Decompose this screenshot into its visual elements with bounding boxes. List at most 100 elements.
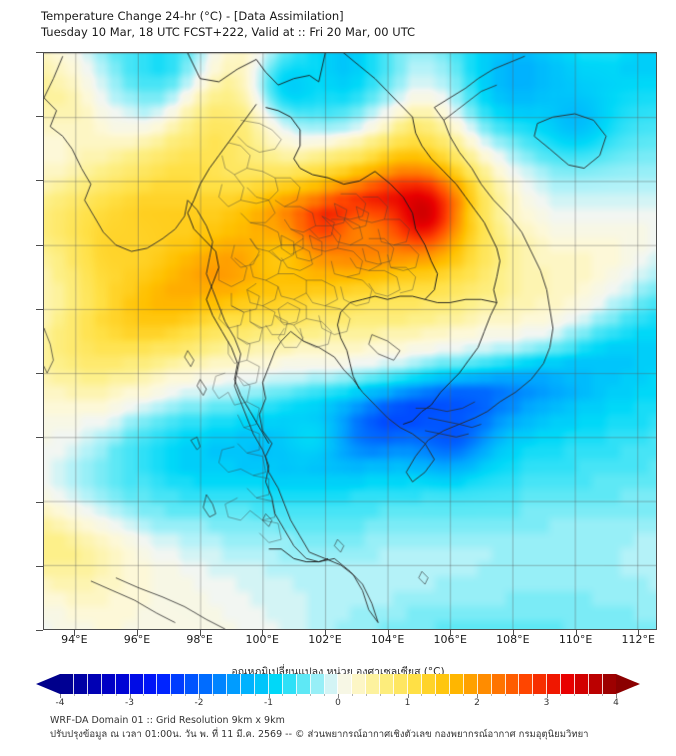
title-block: Temperature Change 24-hr (°C) - [Data As… <box>41 8 641 40</box>
colorbar-minor-tick <box>296 694 298 696</box>
colorbar-minor-tick <box>212 694 214 696</box>
colorbar-segment <box>505 674 520 694</box>
colorbar-minor-tick <box>449 694 451 696</box>
colorbar-minor-tick <box>504 694 506 696</box>
colorbar-tick-mark <box>60 694 61 698</box>
colorbar-segment <box>60 674 74 694</box>
colorbar-minor-tick <box>574 694 576 696</box>
colorbar-tick-mark <box>407 694 409 698</box>
x-axis-tick-label: 104°E <box>370 633 405 646</box>
colorbar-tick-mark <box>477 694 478 698</box>
x-axis-tick-mark <box>512 630 514 636</box>
colorbar-segment <box>575 674 590 694</box>
x-axis-tick-label: 112°E <box>621 633 655 646</box>
x-axis-tick-mark <box>324 630 326 636</box>
colorbar-segment <box>227 674 241 694</box>
colorbar-segment <box>310 674 325 694</box>
x-axis-tick-label: 102°E <box>308 633 342 646</box>
colorbar-segment <box>589 674 603 694</box>
y-axis-tick-mark <box>36 180 43 182</box>
y-axis-tick-mark <box>36 116 43 118</box>
colorbar-minor-tick <box>240 694 242 696</box>
colorbar-segment <box>240 674 255 694</box>
colorbar-minor-tick <box>282 694 284 696</box>
colorbar-minor-tick <box>73 694 75 696</box>
colorbar-tick-label: 0 <box>335 698 341 708</box>
colorbar-tick-mark <box>616 694 617 698</box>
colorbar-segment <box>282 674 297 694</box>
colorbar-segment <box>394 674 409 694</box>
x-axis-tick-label: 96°E <box>123 633 151 646</box>
colorbar-segment <box>380 674 395 694</box>
y-axis-tick-mark <box>36 501 43 503</box>
colorbar-minor-tick <box>463 694 465 696</box>
colorbar-minor-tick <box>421 694 423 696</box>
colorbar-minor-tick <box>185 694 187 696</box>
y-axis-tick-mark <box>36 630 43 631</box>
x-axis-tick-label: 110°E <box>558 633 593 646</box>
colorbar-tick-mark <box>129 694 131 698</box>
colorbar-segment <box>435 674 450 694</box>
colorbar-minor-tick <box>157 694 159 696</box>
colorbar-minor-tick <box>365 694 367 696</box>
colorbar-minor-tick <box>115 694 117 696</box>
y-axis-tick-mark <box>36 565 43 567</box>
x-axis-tick-mark <box>387 630 389 636</box>
y-axis-tick-mark <box>36 308 43 310</box>
colorbar-minor-tick <box>226 694 228 696</box>
temperature-anomaly-heatmap <box>44 53 656 629</box>
colorbar-segment <box>157 674 172 694</box>
colorbar <box>36 674 640 694</box>
colorbar-segment <box>352 674 367 694</box>
colorbar-minor-tick <box>532 694 534 696</box>
colorbar-segment <box>73 674 88 694</box>
page-title: Temperature Change 24-hr (°C) - [Data As… <box>41 9 344 23</box>
colorbar-minor-tick <box>87 694 89 696</box>
colorbar-segment <box>171 674 186 694</box>
colorbar-minor-tick <box>254 694 256 696</box>
colorbar-segment <box>338 674 353 694</box>
colorbar-tick-label: -1 <box>264 698 273 708</box>
colorbar-minor-tick <box>324 694 326 696</box>
y-axis-tick-mark <box>36 373 43 375</box>
y-axis-tick-mark <box>36 437 43 439</box>
x-axis-tick-mark <box>136 630 138 636</box>
colorbar-segment <box>449 674 464 694</box>
colorbar-tick-mark <box>268 694 270 698</box>
colorbar-segment <box>477 674 492 694</box>
colorbar-gradient <box>60 674 616 694</box>
colorbar-minor-tick <box>351 694 353 696</box>
colorbar-segment <box>199 674 214 694</box>
colorbar-segment <box>143 674 158 694</box>
colorbar-tick-label: -3 <box>125 698 134 708</box>
colorbar-segment <box>296 674 311 694</box>
colorbar-minor-tick <box>379 694 381 696</box>
colorbar-tick-label: -4 <box>55 698 65 708</box>
colorbar-minor-tick <box>310 694 312 696</box>
colorbar-segment <box>421 674 436 694</box>
x-axis-tick-mark <box>450 630 452 636</box>
colorbar-minor-tick <box>393 694 395 696</box>
colorbar-segment <box>463 674 478 694</box>
colorbar-minor-tick <box>588 694 590 696</box>
x-axis-tick-label: 100°E <box>245 633 280 646</box>
x-axis-tick-label: 98°E <box>186 633 213 646</box>
colorbar-minor-tick <box>171 694 173 696</box>
x-axis-tick-label: 106°E <box>433 633 467 646</box>
colorbar-segment <box>213 674 228 694</box>
map-plot-area <box>43 52 657 630</box>
colorbar-tick-label: -2 <box>194 698 204 708</box>
colorbar-segment <box>561 674 576 694</box>
colorbar-tick-mark <box>338 694 339 698</box>
colorbar-segment <box>547 674 562 694</box>
colorbar-segment <box>87 674 102 694</box>
colorbar-segment <box>268 674 283 694</box>
colorbar-ticks: -4 -3 -2 -1 0 1 2 3 4 <box>56 694 619 710</box>
colorbar-minor-tick <box>143 694 145 696</box>
x-axis-tick-label: 94°E <box>61 633 88 646</box>
colorbar-segment <box>366 674 381 694</box>
footer-model-info: WRF-DA Domain 01 :: Grid Resolution 9km … <box>50 715 285 726</box>
colorbar-high-cap <box>616 674 640 694</box>
colorbar-minor-tick <box>490 694 492 696</box>
x-axis-tick-mark <box>638 630 640 636</box>
